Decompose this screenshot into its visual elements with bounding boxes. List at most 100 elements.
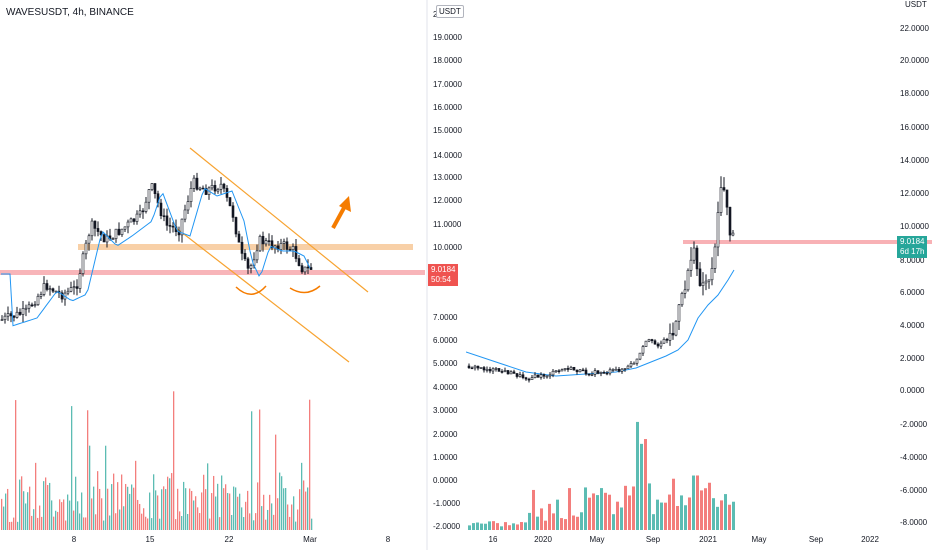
volume-bar [237, 496, 239, 530]
candle-body [240, 241, 244, 254]
candle-body [138, 210, 142, 215]
left-chart-panel[interactable]: 20.000019.000018.000017.000016.000015.00… [0, 0, 464, 550]
volume-bar [99, 488, 101, 530]
volume-bar [269, 494, 271, 530]
left-time-axis[interactable]: 8 15 22 Mar 8 [72, 535, 391, 544]
right-chart-panel[interactable]: 22.0000 20.0000 18.0000 16.0000 14.0000 12.00… [465, 0, 932, 550]
right-price-axis[interactable]: 22.0000 20.0000 18.0000 16.0000 14.0000 12.00… [900, 24, 929, 527]
candle-body [575, 369, 579, 373]
candle-body [698, 268, 702, 286]
candle-body [303, 266, 307, 273]
candle-body [506, 370, 510, 375]
volume-bar [87, 410, 89, 530]
volume-bar [155, 490, 157, 530]
volume-bar [289, 516, 291, 530]
candle-body [189, 187, 193, 202]
candle-body [291, 246, 295, 250]
currency-label[interactable]: USDT [436, 5, 464, 18]
candle-body [171, 225, 175, 228]
volume-bar [720, 500, 723, 530]
volume-bar [191, 490, 193, 530]
volume-bar [708, 482, 711, 530]
volume-bar [135, 460, 137, 530]
volume-bar [193, 500, 195, 530]
candle-body [551, 370, 555, 376]
volume-bar [37, 517, 39, 530]
volume-bar [285, 488, 287, 530]
candle-body [162, 215, 166, 218]
volume-bar [79, 513, 81, 530]
bullish-arrow[interactable] [331, 196, 351, 229]
candle-body [81, 253, 85, 274]
left-chart-canvas[interactable]: 20.000019.000018.000017.000016.000015.00… [0, 0, 464, 550]
candle-body [605, 372, 609, 375]
bottom-curve-right[interactable] [289, 285, 321, 294]
volume-bar [139, 503, 141, 530]
volume-bar [496, 523, 499, 530]
volume-bar [207, 463, 209, 530]
volume-bar [484, 523, 487, 530]
candle-body [680, 293, 684, 306]
candle-body [219, 183, 223, 190]
right-currency-label[interactable]: USDT [903, 0, 929, 10]
volume-bar [632, 486, 635, 530]
volume-bar [504, 522, 507, 530]
resistance-zone[interactable] [78, 244, 413, 250]
volume-bar [75, 476, 77, 530]
right-chart-canvas[interactable]: 22.0000 20.0000 18.0000 16.0000 14.0000 12.00… [465, 0, 932, 550]
candle-body [548, 374, 552, 377]
candle-body [261, 235, 265, 245]
channel-upper-line[interactable] [189, 147, 369, 293]
right-time-axis[interactable]: 16 2020 May Sep 2021 May Sep 2022 [489, 535, 880, 544]
candle-body [521, 374, 525, 378]
candle-body [114, 228, 118, 239]
volume-bar [159, 518, 161, 530]
volume-bar [303, 480, 305, 530]
volume-bar [103, 520, 105, 530]
candle-body [198, 187, 202, 190]
volume-bar [209, 518, 211, 530]
candle-body [653, 340, 657, 345]
right-y-tick-label: 8.0000 [900, 256, 925, 265]
candle-body [536, 374, 540, 378]
volume-bar [472, 523, 475, 530]
support-zone[interactable] [0, 270, 425, 275]
candle-body [710, 268, 714, 281]
candle-body [309, 267, 313, 270]
candle-body [204, 188, 208, 195]
channel-lower-line[interactable] [175, 227, 350, 363]
candle-body [572, 366, 576, 371]
volume-bar [624, 485, 627, 530]
candle-body [78, 273, 82, 289]
volume-bar [255, 513, 257, 530]
candle-body [123, 226, 127, 230]
candle-body [216, 189, 220, 192]
volume-bar [259, 409, 261, 530]
bottom-curve-left[interactable] [235, 285, 267, 295]
candle-body [608, 369, 612, 374]
volume-bar [636, 421, 639, 530]
volume-bar [199, 513, 201, 530]
bar-countdown: 50:54 [431, 275, 452, 284]
volume-bar [728, 504, 731, 530]
right-support-line[interactable] [683, 240, 932, 244]
candle-body [12, 315, 16, 318]
candle-body [228, 197, 232, 207]
candle-body [285, 241, 289, 250]
volume-bar [476, 522, 479, 530]
candle-body [641, 346, 645, 354]
volume-bar [175, 519, 177, 530]
volume-bar [604, 492, 607, 530]
volume-bar [291, 504, 293, 530]
volume-bar [197, 507, 199, 530]
volume-bar [520, 522, 523, 530]
volume-bar [656, 499, 659, 530]
left-y-tick-label: 15.0000 [433, 126, 462, 135]
candle-body [168, 225, 172, 227]
volume-bar [127, 486, 129, 530]
volume-bar [732, 501, 735, 530]
volume-bar [516, 524, 519, 530]
candle-body [96, 228, 100, 232]
volume-bar [215, 496, 217, 530]
candle-body [150, 183, 154, 190]
